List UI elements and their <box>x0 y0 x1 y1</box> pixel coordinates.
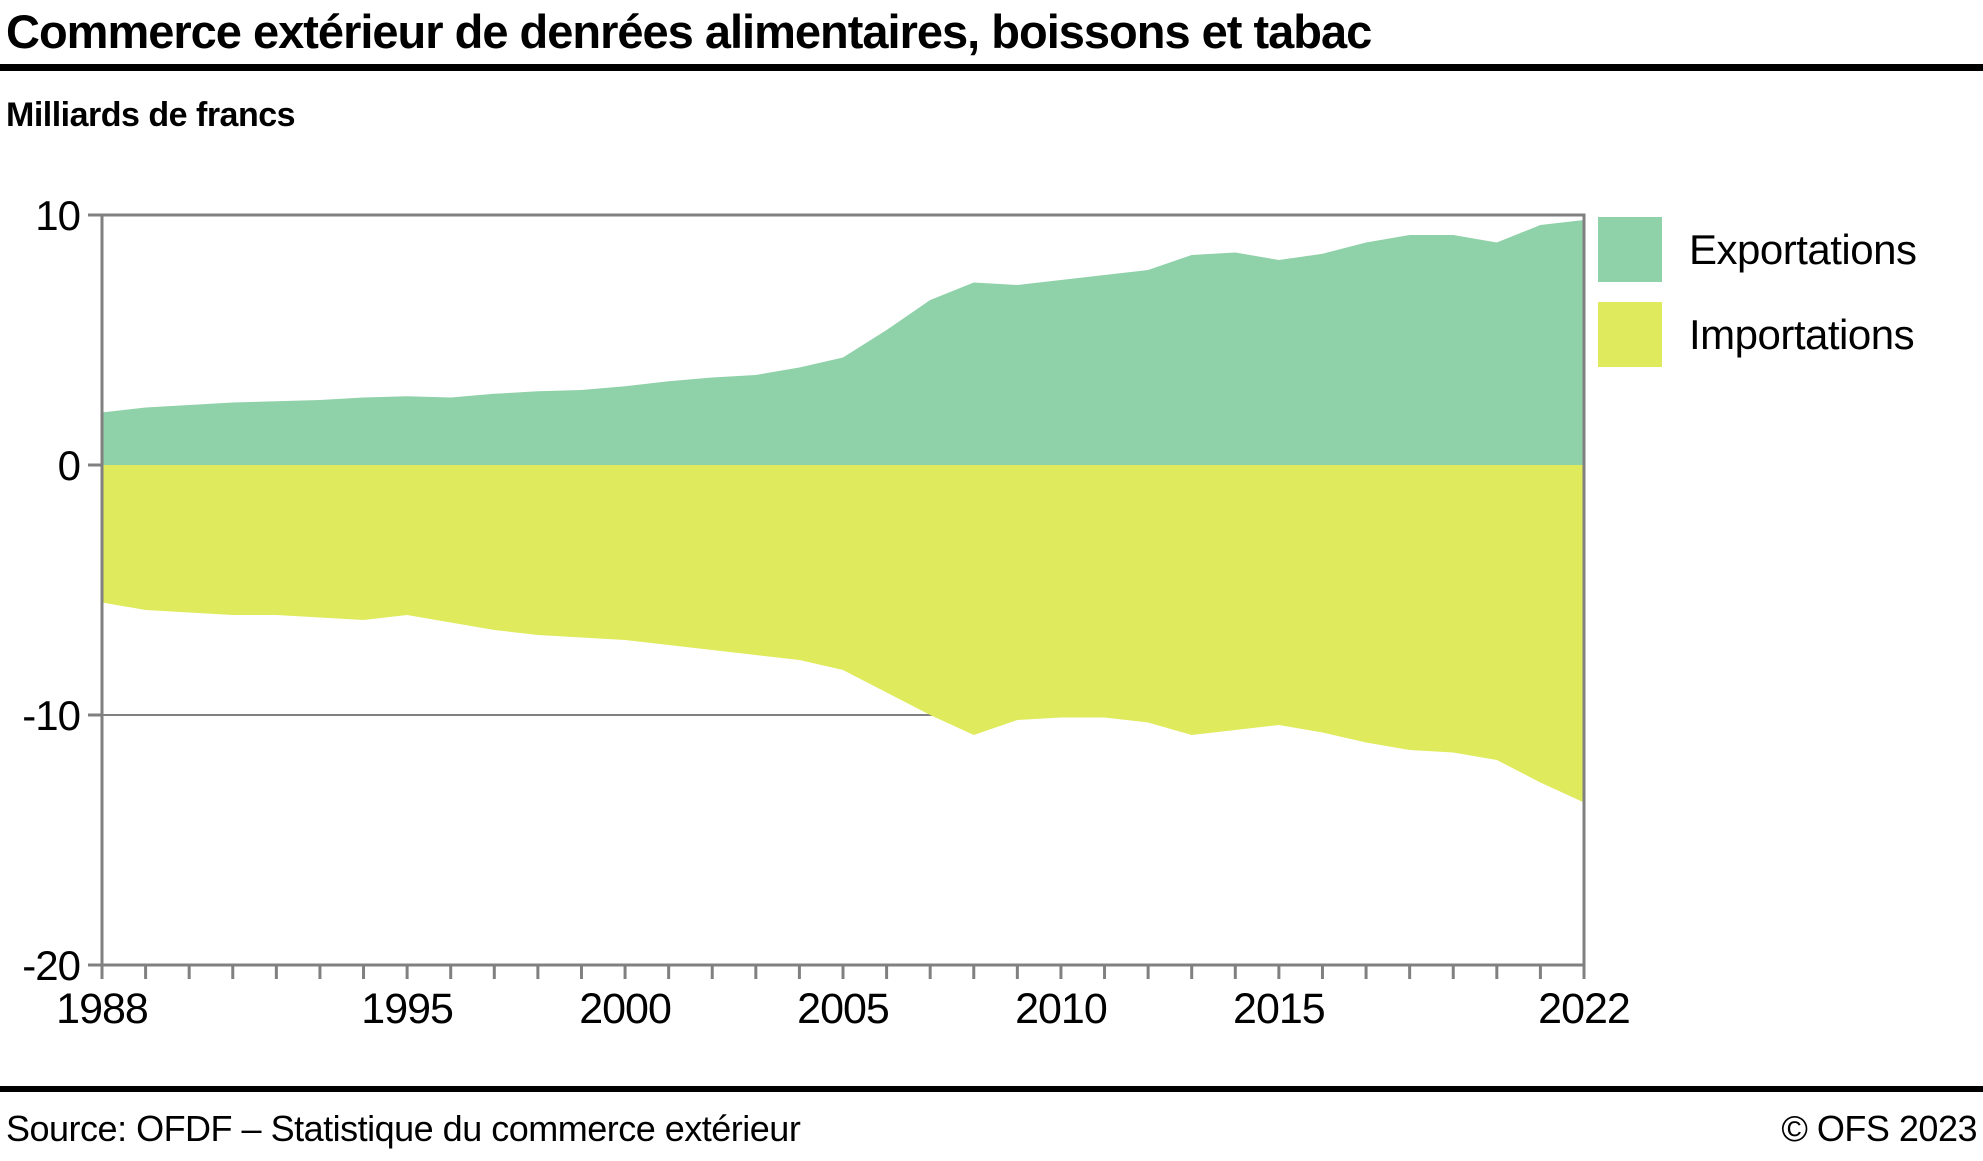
importations-label: Importations <box>1689 310 1915 358</box>
x-tick-label-2015: 2015 <box>1233 985 1325 1033</box>
legend-item-exportations: Exportations <box>1598 217 1917 282</box>
page-title: Commerce extérieur de denrées alimentair… <box>6 5 1372 58</box>
x-tick-label-2022: 2022 <box>1538 985 1630 1033</box>
y-tick-label-0: 0 <box>58 442 80 489</box>
copyright-text: © OFS 2023 <box>1781 1108 1977 1149</box>
y-tick-label-10: 10 <box>35 192 80 239</box>
title-rule <box>0 64 1983 71</box>
x-tick-label-2000: 2000 <box>579 985 671 1033</box>
y-tick-label--10: -10 <box>22 692 80 739</box>
x-tick-label-2010: 2010 <box>1015 985 1107 1033</box>
footer-rule <box>0 1086 1983 1092</box>
x-tick-label-1995: 1995 <box>361 985 453 1033</box>
axis-ticks <box>88 213 1586 979</box>
y-tick-label--20: -20 <box>22 942 80 989</box>
x-tick-label-1988: 1988 <box>56 985 148 1033</box>
x-tick-label-2005: 2005 <box>797 985 889 1033</box>
source-text: Source: OFDF – Statistique du commerce e… <box>6 1108 801 1149</box>
footer: Source: OFDF – Statistique du commerce e… <box>6 1108 1977 1150</box>
importations-area <box>102 465 1584 803</box>
legend: Exportations Importations <box>1598 217 1917 367</box>
area-series-group <box>102 220 1584 803</box>
exportations-swatch <box>1598 217 1662 282</box>
exportations-label: Exportations <box>1689 225 1917 273</box>
legend-item-importations: Importations <box>1598 302 1916 367</box>
exportations-area <box>102 220 1584 465</box>
y-axis-unit-label: Milliards de francs <box>6 96 296 134</box>
importations-swatch <box>1598 302 1662 367</box>
